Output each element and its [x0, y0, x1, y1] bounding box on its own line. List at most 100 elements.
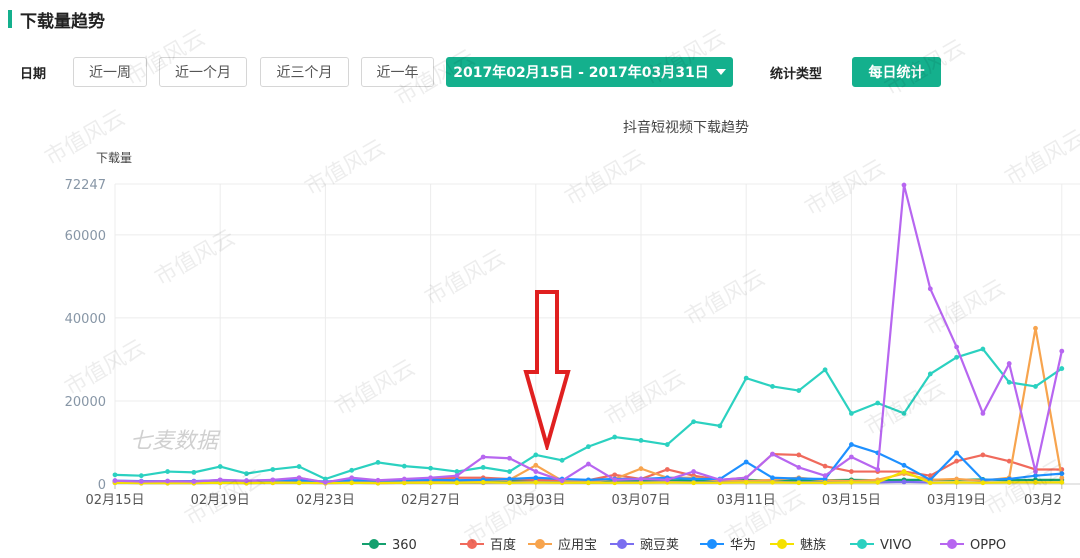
data-point — [796, 476, 802, 482]
data-point — [507, 469, 512, 474]
series-line-6 — [114, 347, 1063, 481]
data-point — [849, 479, 854, 485]
data-point — [822, 476, 828, 482]
data-point — [822, 463, 828, 469]
legend-marker — [617, 539, 627, 549]
x-tick-label: 03月11日 — [717, 493, 776, 508]
y-tick-label: 0 — [98, 478, 106, 493]
data-point — [480, 454, 486, 460]
chart-title: 抖音短视频下载趋势 — [623, 119, 749, 136]
data-point — [586, 444, 591, 450]
data-point — [1033, 384, 1038, 389]
data-point — [901, 182, 907, 188]
data-point — [743, 375, 749, 381]
legend-label: 百度 — [490, 537, 516, 553]
x-tick-label: 03月2 — [1024, 493, 1062, 508]
data-point — [533, 479, 539, 485]
data-point — [323, 479, 328, 485]
data-point — [1033, 473, 1038, 479]
y-axis-label: 下载量 — [96, 151, 132, 165]
data-point — [533, 469, 539, 474]
data-point — [796, 388, 802, 393]
data-point — [1006, 361, 1012, 366]
legend-marker — [947, 539, 957, 549]
data-point — [691, 419, 696, 425]
data-point — [112, 472, 118, 478]
y-tick-label: 60000 — [65, 229, 106, 244]
data-point — [507, 476, 512, 482]
data-point — [165, 478, 171, 484]
data-point — [927, 371, 933, 377]
data-point — [138, 479, 144, 484]
data-point — [743, 475, 749, 481]
data-point — [454, 469, 460, 474]
data-point — [770, 384, 775, 389]
x-tick-label: 02月19日 — [191, 493, 250, 508]
data-point — [375, 460, 381, 465]
data-point — [954, 344, 959, 350]
data-point — [612, 472, 618, 478]
section-title: 下载量趋势 — [20, 11, 105, 32]
data-point — [901, 462, 907, 468]
accent-bar — [8, 10, 12, 28]
data-point — [454, 480, 460, 486]
range-3months-button[interactable]: 近三个月 — [260, 57, 349, 87]
data-point — [1033, 325, 1038, 331]
data-point — [191, 479, 197, 484]
data-point — [638, 466, 644, 472]
red-arrow-annotation — [523, 290, 571, 450]
data-point — [454, 473, 460, 479]
data-point — [980, 411, 986, 416]
data-point — [822, 480, 828, 486]
data-point — [1006, 379, 1012, 385]
data-point — [1006, 476, 1012, 482]
data-point — [927, 480, 933, 486]
data-point — [612, 477, 618, 483]
series-line-7 — [114, 183, 1063, 484]
x-tick-label: 03月19日 — [927, 493, 986, 508]
data-point — [1033, 469, 1038, 474]
range-year-button[interactable]: 近一年 — [361, 57, 434, 87]
data-point — [1006, 458, 1012, 464]
data-point — [664, 467, 670, 472]
date-range-text: 2017年02月15日 - 2017年03月31日 — [453, 65, 709, 81]
legend-marker — [535, 539, 545, 549]
data-point — [954, 450, 959, 456]
series-line-2 — [114, 327, 1063, 484]
range-week-button[interactable]: 近一周 — [73, 57, 147, 87]
legend-marker — [369, 539, 379, 549]
data-point — [138, 473, 144, 479]
date-label: 日期 — [20, 67, 47, 82]
data-point — [191, 469, 197, 475]
data-point — [1006, 479, 1012, 485]
stat-type-button[interactable]: 每日统计 — [852, 57, 941, 87]
data-point — [586, 480, 591, 486]
data-point — [875, 467, 881, 472]
data-point — [691, 469, 696, 474]
x-tick-label: 02月23日 — [296, 493, 355, 508]
y-tick-label: 20000 — [65, 395, 106, 410]
y-tick-label: 40000 — [65, 312, 106, 327]
date-range-picker[interactable]: 2017年02月15日 - 2017年03月31日 — [446, 57, 733, 87]
data-point — [428, 475, 433, 481]
data-point — [165, 469, 171, 474]
data-point — [323, 476, 328, 482]
legend-marker — [777, 539, 787, 549]
data-point — [480, 464, 486, 470]
data-point — [612, 434, 618, 440]
data-point — [717, 477, 723, 483]
legend-label: 华为 — [730, 538, 756, 553]
data-point — [533, 475, 539, 481]
data-point — [270, 467, 276, 472]
data-point — [401, 480, 407, 486]
data-point — [349, 467, 355, 473]
range-month-button[interactable]: 近一个月 — [159, 57, 247, 87]
data-point — [638, 476, 644, 482]
legend-marker — [707, 539, 717, 549]
x-tick-label: 03月03日 — [506, 493, 565, 508]
data-point — [217, 464, 223, 469]
data-point — [296, 464, 302, 469]
data-point — [1033, 479, 1038, 485]
data-point — [217, 477, 223, 483]
